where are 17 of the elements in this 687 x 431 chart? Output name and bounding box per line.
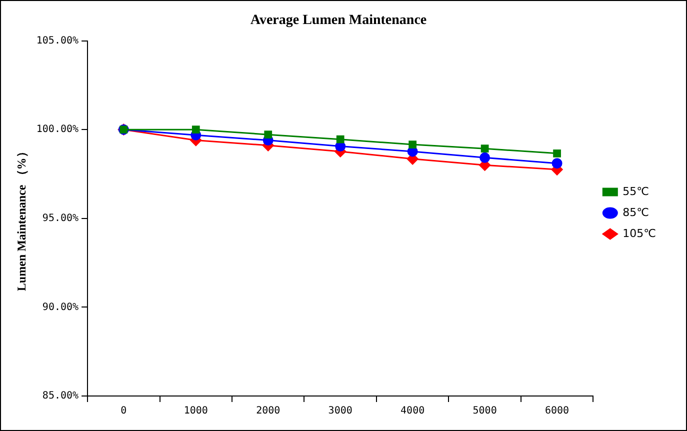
y-tick-label: 85.00% <box>42 390 79 402</box>
x-tick-label: 5000 <box>472 406 497 417</box>
x-tick-label: 1000 <box>184 406 208 417</box>
legend-label: 85℃ <box>622 206 650 219</box>
y-tick-label: 95.00% <box>42 212 79 224</box>
y-tick-label: 100.00% <box>36 124 79 136</box>
legend-label: 105℃ <box>622 226 656 240</box>
y-tick-label: 90.00% <box>42 302 79 313</box>
chart-title: Average Lumen Maintenance <box>250 13 427 28</box>
y-axis-title: Lumen Maintenance （%） <box>14 146 28 292</box>
y-tick-label: 105.00% <box>36 35 79 46</box>
x-tick-label: 6000 <box>544 406 570 417</box>
x-tick-label: 4000 <box>400 406 425 417</box>
x-tick-label: 2000 <box>256 406 280 417</box>
legend-label: 55℃ <box>622 184 650 198</box>
x-tick-label: 3000 <box>328 406 352 417</box>
x-tick-label: 0 <box>120 406 127 417</box>
